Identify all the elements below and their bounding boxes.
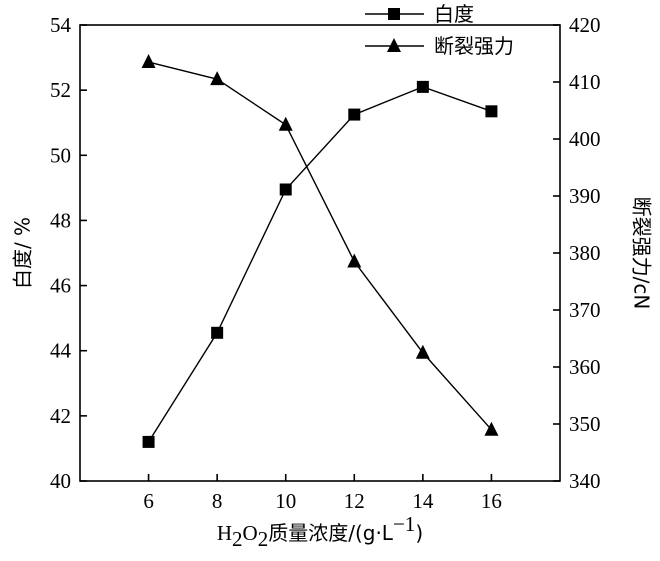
- legend-triangle-marker: [387, 38, 401, 52]
- y-left-tick-label: 42: [50, 404, 71, 428]
- point-whiteness: [348, 108, 361, 121]
- y-right-tick-label: 360: [569, 355, 601, 379]
- legend: 白度 断裂强力: [365, 2, 514, 58]
- y-right-tick-label: 340: [569, 469, 601, 493]
- point-strength: [347, 253, 362, 268]
- point-strength: [484, 421, 499, 436]
- series-line-whiteness: [147, 86, 492, 443]
- x-tick-label: 6: [143, 489, 154, 513]
- y-right-tick-label: 350: [569, 412, 601, 436]
- x-tick-label: 8: [212, 489, 223, 513]
- y-right-tick-label: 410: [569, 70, 601, 94]
- y-right-tick-label: 370: [569, 298, 601, 322]
- x-title-sub2: 2: [258, 527, 269, 551]
- point-strength: [278, 116, 293, 131]
- y-right-axis-title: 断裂强力/cN: [630, 197, 654, 310]
- legend-square-marker: [388, 8, 400, 20]
- x-title-sup: −1: [393, 512, 415, 536]
- point-whiteness: [279, 183, 292, 196]
- x-axis-title: H2O2质量浓度/(g·L−1): [217, 512, 423, 551]
- point-strength: [210, 71, 225, 86]
- y-right-axis-ticks: 340 350 360 370 380 390 400 410 420: [553, 13, 601, 493]
- y-left-tick-label: 54: [50, 13, 72, 37]
- point-whiteness: [211, 326, 224, 339]
- x-title-end: ): [415, 521, 423, 545]
- y-right-tick-label: 390: [569, 184, 601, 208]
- point-strength: [141, 54, 156, 69]
- y-left-tick-label: 50: [50, 143, 71, 167]
- y-right-tick-label: 420: [569, 13, 601, 37]
- series-layer: [141, 54, 499, 448]
- point-whiteness: [416, 80, 429, 93]
- x-title-h: H: [217, 521, 232, 545]
- y-right-tick-label: 400: [569, 127, 601, 151]
- plot-frame: [79, 24, 561, 482]
- y-right-tick-label: 380: [569, 241, 601, 265]
- point-whiteness: [485, 105, 498, 118]
- x-tick-label: 16: [481, 489, 502, 513]
- x-title-o: O: [243, 521, 258, 545]
- x-tick-label: 14: [412, 489, 434, 513]
- y-left-tick-label: 52: [50, 78, 71, 102]
- x-title-sub1: 2: [232, 527, 243, 551]
- y-left-tick-label: 44: [50, 339, 72, 363]
- point-strength: [415, 344, 430, 359]
- y-left-axis-title: 白度/ %: [11, 217, 35, 289]
- series-line-strength: [148, 61, 492, 431]
- y-left-tick-label: 48: [50, 208, 71, 232]
- point-whiteness: [142, 435, 155, 448]
- y-left-tick-label: 46: [50, 274, 71, 298]
- y-left-axis-ticks: 40 42 44 46 48 50 52 54: [50, 13, 87, 493]
- x-tick-label: 10: [275, 489, 296, 513]
- legend-label-strength: 断裂强力: [434, 34, 514, 58]
- x-title-rest: 质量浓度/(g·L: [268, 521, 394, 545]
- x-axis-ticks: 6 8 10 12 14 16: [143, 474, 502, 513]
- x-tick-label: 12: [344, 489, 365, 513]
- legend-label-whiteness: 白度: [434, 2, 474, 26]
- y-left-tick-label: 40: [50, 469, 71, 493]
